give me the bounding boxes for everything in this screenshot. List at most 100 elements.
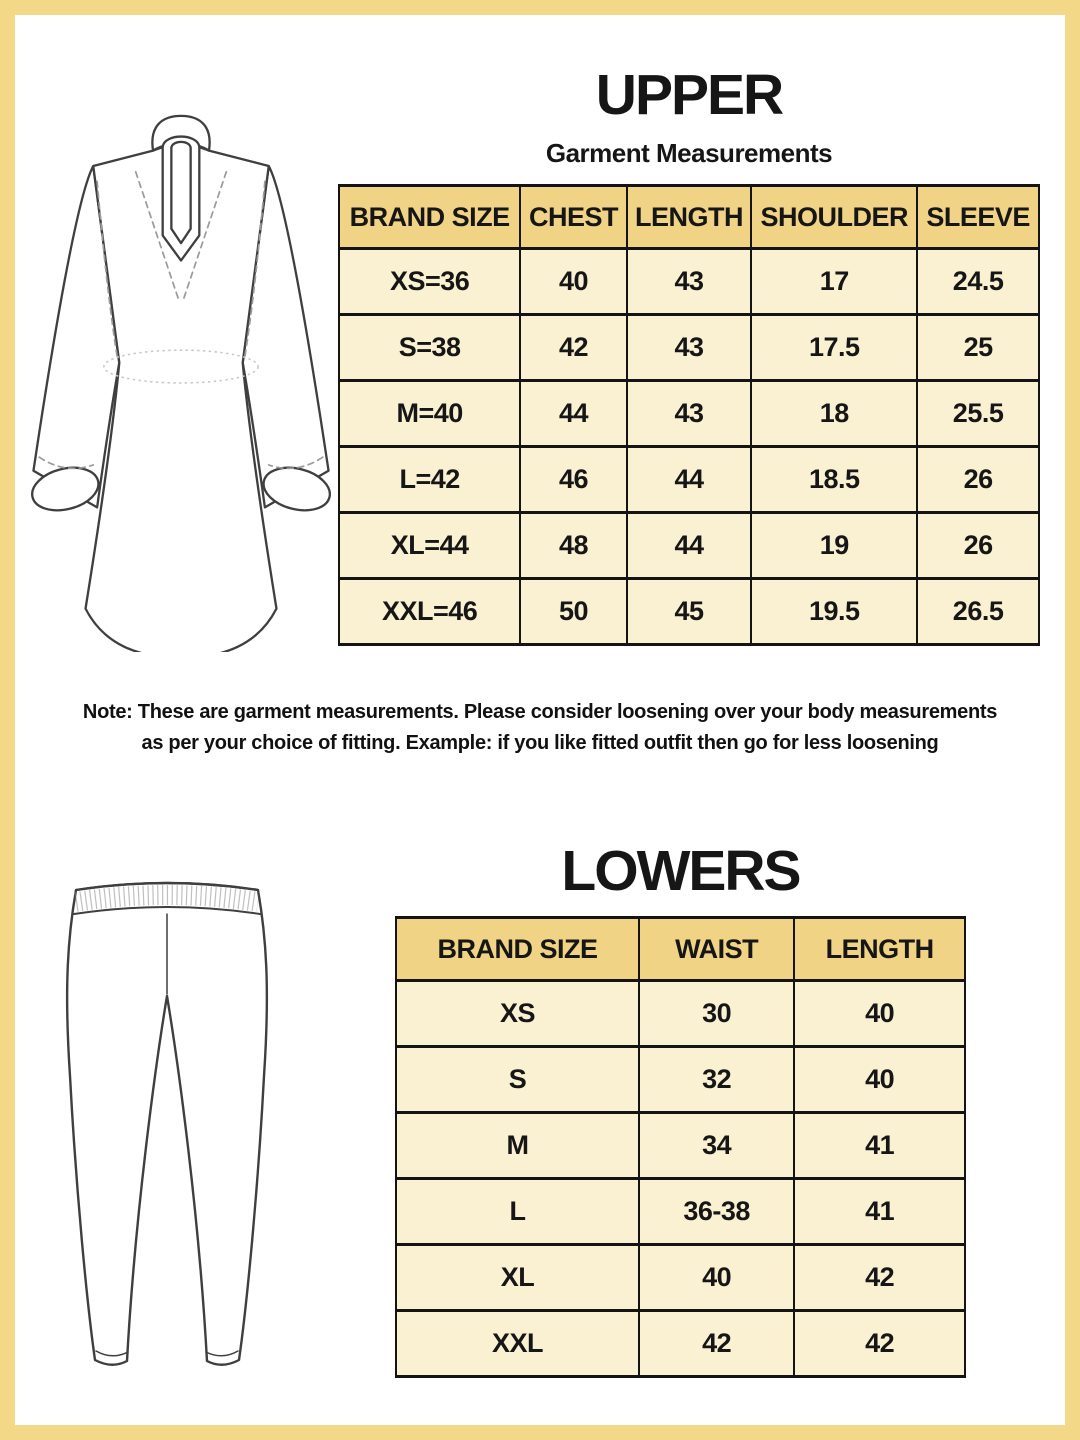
table-row: XXL=46 50 45 19.5 26.5 — [337, 577, 1040, 646]
cell-chest: 50 — [519, 577, 628, 646]
lowers-col-waist: WAIST — [637, 916, 796, 982]
table-row: XL=44 48 44 19 26 — [337, 511, 1040, 580]
cell-waist: 40 — [637, 1243, 796, 1312]
kurta-armhole-dashed-right — [243, 180, 266, 359]
table-row: L 36-38 41 — [395, 1177, 966, 1246]
cell-chest: 46 — [519, 445, 628, 514]
leggings-waistband-bottom — [73, 906, 261, 915]
leggings-waistband-rib — [74, 885, 260, 912]
upper-col-brand-size: BRAND SIZE — [337, 184, 522, 250]
cell-shoulder: 19 — [750, 511, 919, 580]
table-row: L=42 46 44 18.5 26 — [337, 445, 1040, 514]
cell-length: 40 — [793, 1045, 966, 1114]
table-row: XS=36 40 43 17 24.5 — [337, 247, 1040, 316]
upper-section: UPPER Garment Measurements BRAND SIZE CH… — [337, 63, 1040, 646]
leggings-hem-left — [95, 1350, 129, 1357]
table-row: S 32 40 — [395, 1045, 966, 1114]
cell-sleeve: 26 — [916, 445, 1040, 514]
cell-waist: 34 — [637, 1111, 796, 1180]
upper-subtitle: Garment Measurements — [545, 138, 833, 168]
upper-col-sleeve: SLEEVE — [916, 184, 1040, 250]
cell-size: XS=36 — [337, 247, 522, 316]
cell-shoulder: 17 — [750, 247, 919, 316]
cell-waist: 42 — [637, 1309, 796, 1378]
table-row: M 34 41 — [395, 1111, 966, 1180]
kurta-illustration — [20, 112, 342, 652]
kurta-chest-dotted-line — [103, 349, 259, 384]
kurta-cuff-stitch-left — [38, 456, 95, 470]
lowers-section: LOWERS BRAND SIZE WAIST LENGTH XS 30 40 — [395, 840, 966, 1378]
cell-length: 45 — [625, 577, 753, 646]
kurta-line-drawing-svg — [31, 114, 331, 652]
measurement-note: Note: These are garment measurements. Pl… — [45, 697, 1035, 759]
kurta-yoke-dashed-right — [182, 170, 228, 302]
table-row: XL 40 42 — [395, 1243, 966, 1312]
lowers-table-header-row: BRAND SIZE WAIST LENGTH — [395, 916, 966, 982]
cell-chest: 40 — [519, 247, 628, 316]
cell-shoulder: 17.5 — [750, 313, 919, 382]
cell-size: XXL=46 — [337, 577, 522, 646]
leggings-illustration — [62, 874, 272, 1374]
cell-length: 44 — [625, 511, 753, 580]
cell-length: 43 — [625, 313, 753, 382]
cell-sleeve: 25.5 — [916, 379, 1040, 448]
cell-sleeve: 24.5 — [916, 247, 1040, 316]
upper-size-table: BRAND SIZE CHEST LENGTH SHOULDER SLEEVE … — [337, 184, 1040, 646]
table-row: XS 30 40 — [395, 979, 966, 1048]
cell-sleeve: 25 — [916, 313, 1040, 382]
kurta-armhole-dashed-left — [96, 180, 119, 359]
cell-shoulder: 18 — [750, 379, 919, 448]
cell-size: M — [395, 1111, 640, 1180]
lowers-size-table: BRAND SIZE WAIST LENGTH XS 30 40 S 32 40… — [395, 916, 966, 1378]
kurta-cuff-right — [262, 466, 331, 512]
leggings-waistband-top — [74, 881, 260, 892]
cell-waist: 30 — [637, 979, 796, 1048]
upper-col-shoulder: SHOULDER — [750, 184, 919, 250]
cell-length: 42 — [793, 1309, 966, 1378]
lowers-col-brand-size: BRAND SIZE — [395, 916, 640, 982]
cell-waist: 32 — [637, 1045, 796, 1114]
cell-length: 44 — [625, 445, 753, 514]
cell-size: XL — [395, 1243, 640, 1312]
cell-length: 43 — [625, 247, 753, 316]
kurta-placket-inner — [170, 140, 192, 245]
cell-size: XXL — [395, 1309, 640, 1378]
lowers-col-length: LENGTH — [793, 916, 966, 982]
kurta-cuff-stitch-right — [267, 456, 324, 470]
table-row: XXL 42 42 — [395, 1309, 966, 1378]
cell-length: 41 — [793, 1177, 966, 1246]
upper-table-header-row: BRAND SIZE CHEST LENGTH SHOULDER SLEEVE — [337, 184, 1040, 250]
upper-title: UPPER — [595, 63, 784, 127]
upper-col-chest: CHEST — [519, 184, 628, 250]
cell-size: S — [395, 1045, 640, 1114]
leggings-hem-right — [205, 1350, 239, 1357]
table-row: S=38 42 43 17.5 25 — [337, 313, 1040, 382]
cell-length: 42 — [793, 1243, 966, 1312]
cell-sleeve: 26 — [916, 511, 1040, 580]
cell-length: 40 — [793, 979, 966, 1048]
cell-size: L=42 — [337, 445, 522, 514]
kurta-yoke-dashed-left — [134, 170, 180, 302]
cell-waist: 36-38 — [637, 1177, 796, 1246]
note-line-2: as per your choice of fitting. Example: … — [141, 732, 939, 754]
lowers-title: LOWERS — [561, 839, 801, 903]
cell-size: XS — [395, 979, 640, 1048]
kurta-cuff-left — [31, 466, 100, 512]
cell-chest: 48 — [519, 511, 628, 580]
note-line-1: Note: These are garment measurements. Pl… — [82, 701, 998, 723]
upper-col-length: LENGTH — [625, 184, 753, 250]
cell-length: 41 — [793, 1111, 966, 1180]
cell-size: S=38 — [337, 313, 522, 382]
kurta-body — [84, 143, 278, 652]
cell-size: L — [395, 1177, 640, 1246]
cell-sleeve: 26.5 — [916, 577, 1040, 646]
cell-shoulder: 19.5 — [750, 577, 919, 646]
cell-size: M=40 — [337, 379, 522, 448]
cell-chest: 44 — [519, 379, 628, 448]
cell-size: XL=44 — [337, 511, 522, 580]
table-row: M=40 44 43 18 25.5 — [337, 379, 1040, 448]
leggings-line-drawing-svg — [65, 881, 269, 1366]
cell-length: 43 — [625, 379, 753, 448]
cell-chest: 42 — [519, 313, 628, 382]
